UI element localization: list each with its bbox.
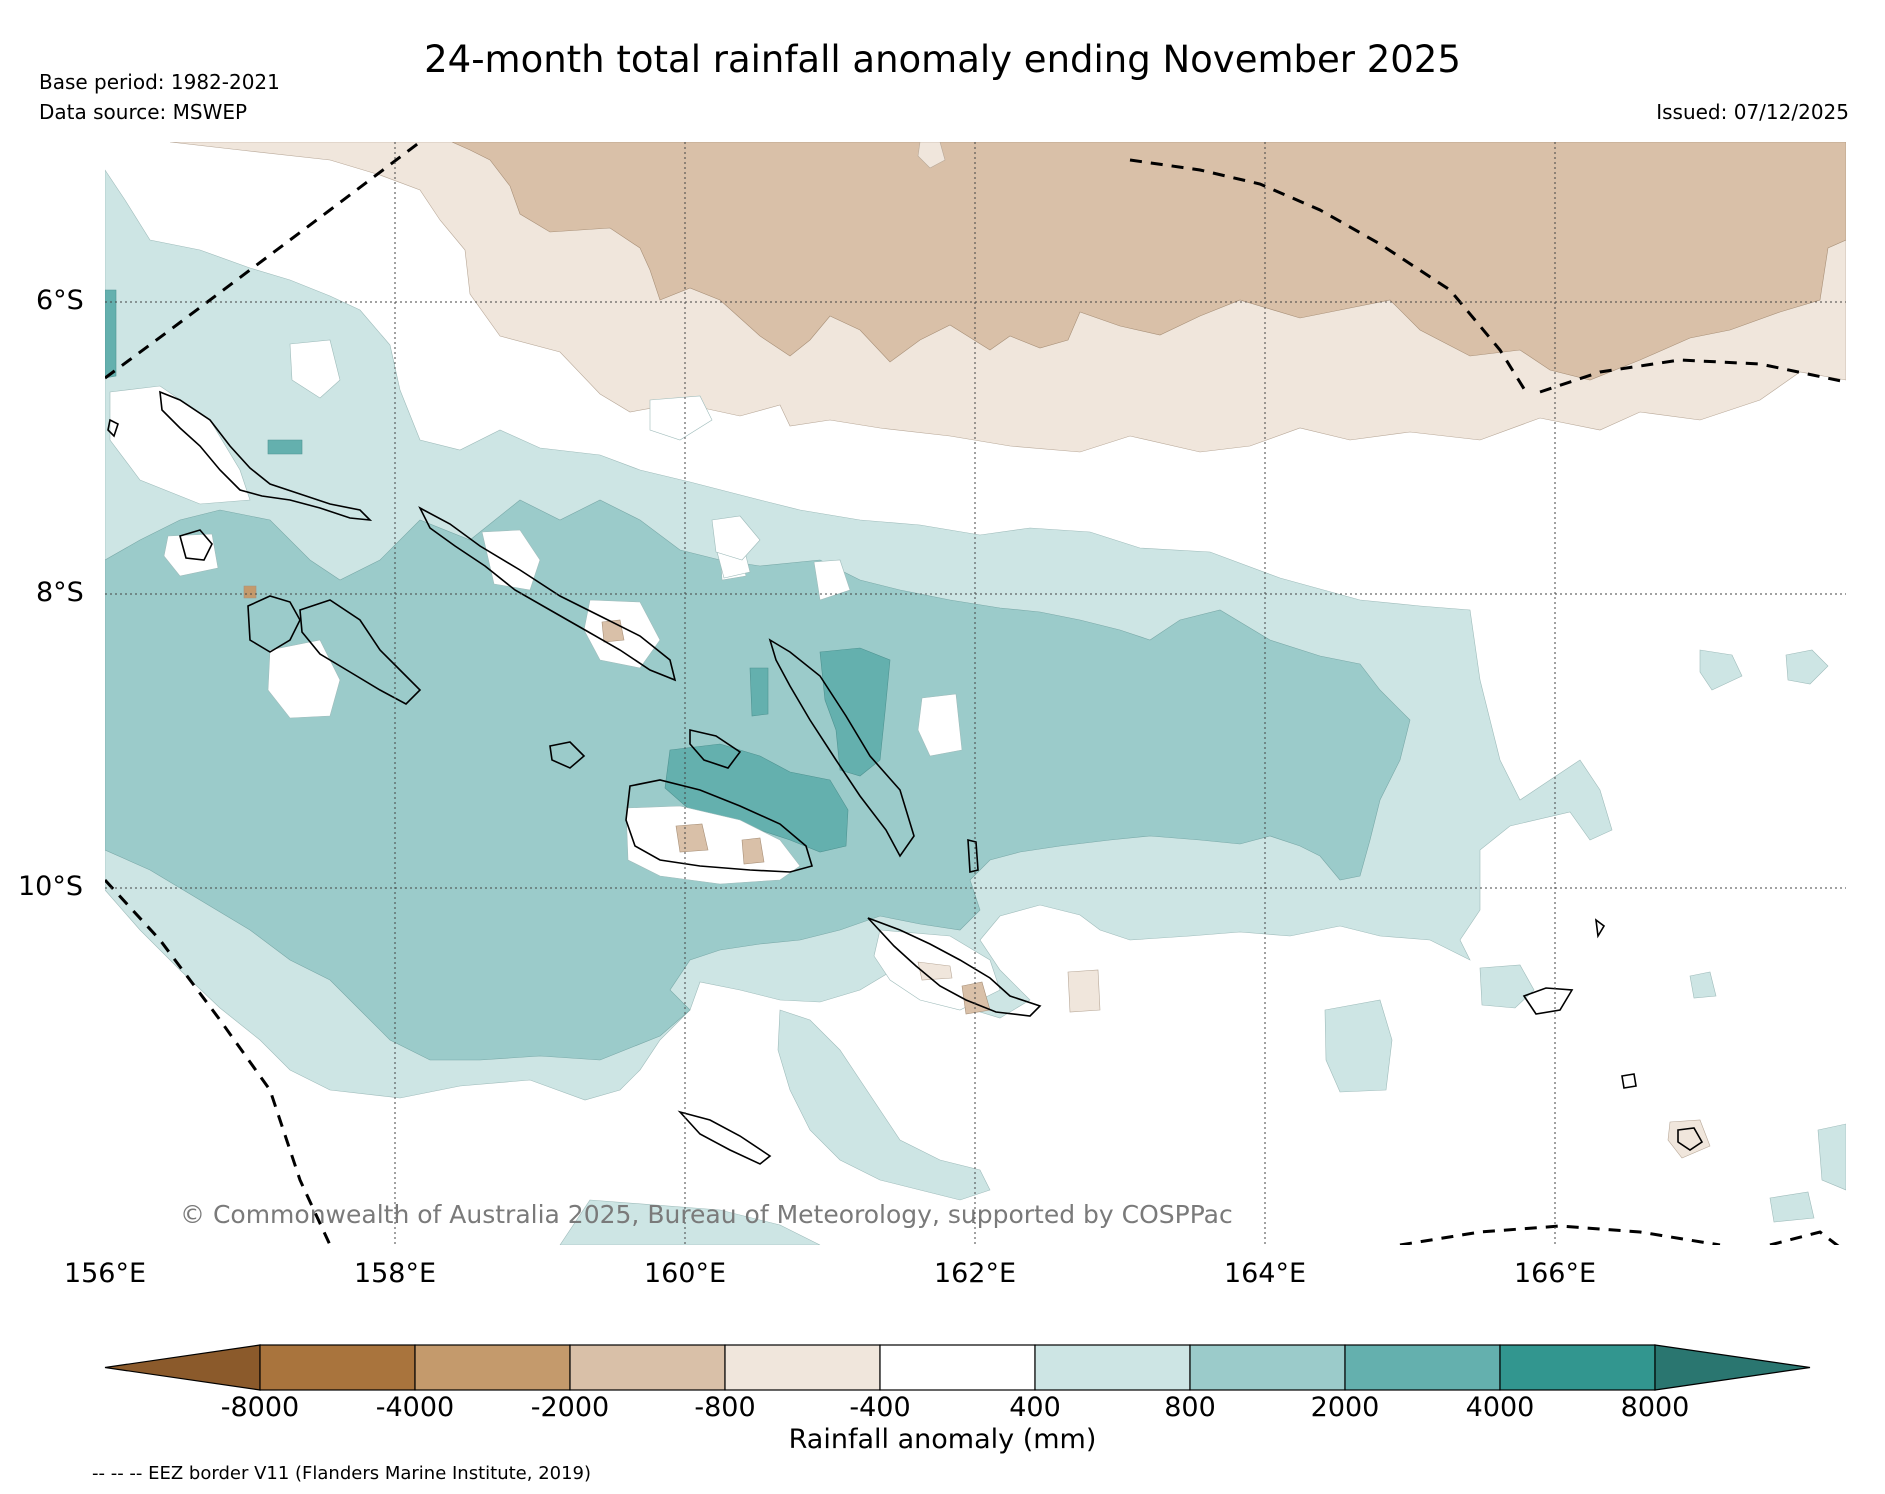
- eez-border-sw: [105, 878, 332, 1245]
- data-source: Data source: MSWEP: [39, 100, 248, 124]
- colorbar-tick-label: 400: [1009, 1392, 1061, 1423]
- wet-light-east-7: [1689, 971, 1717, 999]
- dry-speck-2: [741, 837, 765, 865]
- colorbar-segment: [724, 1344, 881, 1391]
- lat-label-10s: 10°S: [18, 871, 83, 902]
- wet-strong-1: [819, 647, 891, 777]
- lon-label-164e: 164°E: [1223, 1258, 1307, 1289]
- wet-light-east-5: [1817, 1123, 1846, 1191]
- island-santaisabel: [768, 638, 915, 858]
- island-shortland: [107, 418, 119, 438]
- island-florida: [689, 728, 742, 769]
- colorbar-tick-label: 2000: [1310, 1392, 1380, 1423]
- island-bougainville: [159, 390, 373, 522]
- colorbar-tick-label: -2000: [530, 1392, 610, 1423]
- wet-strong-4: [105, 289, 117, 379]
- colorbar-segment: [1034, 1344, 1191, 1391]
- wet-light-east-2: [1479, 964, 1535, 1009]
- colorbar-segment: [879, 1344, 1036, 1391]
- island-santacruz: [1522, 987, 1574, 1015]
- lon-label-160e: 160°E: [643, 1258, 727, 1289]
- page-title: 24-month total rainfall anomaly ending N…: [424, 38, 1461, 81]
- island-utupua: [1621, 1073, 1637, 1089]
- normal-patch-1: [109, 385, 251, 505]
- lon-label-158e: 158°E: [353, 1258, 437, 1289]
- base-period: Base period: 1982-2021: [39, 70, 280, 94]
- island-malaita: [867, 917, 1042, 1017]
- dry-speck-5: [243, 585, 257, 599]
- lat-label-6s: 6°S: [36, 285, 84, 316]
- colorbar: [104, 1344, 1811, 1391]
- dry-speck-1: [675, 823, 709, 853]
- wet-light-east-6: [1769, 1191, 1815, 1223]
- normal-patch-14: [813, 559, 851, 601]
- island-newgeorgia-2: [299, 599, 422, 705]
- eez-border-east: [1539, 358, 1846, 394]
- normal-patch-13: [711, 515, 761, 561]
- normal-patch-8: [917, 693, 963, 757]
- eez-borders: [105, 142, 1846, 1245]
- colorbar-segment: [1499, 1344, 1656, 1391]
- graticule: [105, 142, 1846, 1245]
- colorbar-segment: [259, 1344, 416, 1391]
- colorbar-segment: [1344, 1344, 1501, 1391]
- island-newgeorgia: [247, 595, 301, 653]
- lon-label-166e: 166°E: [1513, 1258, 1597, 1289]
- normal-patch-2: [289, 339, 341, 399]
- coastlines: [107, 390, 1704, 1165]
- wet-light-east-3: [1699, 649, 1743, 691]
- lon-label-162e: 162°E: [933, 1258, 1017, 1289]
- colorbar-extend-high: [1654, 1344, 1811, 1391]
- wet-light-south-2: [559, 1199, 821, 1245]
- issued-date: Issued: 07/12/2025: [1656, 100, 1849, 124]
- eez-legend-note: -- -- -- EEZ border V11 (Flanders Marine…: [92, 1463, 592, 1484]
- eez-border-se-2: [1769, 1230, 1840, 1245]
- colorbar-tick-label: -800: [694, 1392, 756, 1423]
- colorbar-tick-label: -4000: [375, 1392, 455, 1423]
- dry-speck-6: [1067, 969, 1101, 1013]
- normal-patch-7: [625, 805, 801, 885]
- normal-patch-11: [649, 395, 713, 441]
- eez-border-nw: [105, 142, 421, 380]
- island-duff: [1594, 918, 1606, 939]
- wet-strong-3: [749, 667, 769, 717]
- island-vellalavella: [179, 529, 213, 561]
- colorbar-extend-low: [104, 1344, 261, 1391]
- colorbar-tick-label: -400: [849, 1392, 911, 1423]
- copyright-credit: © Commonwealth of Australia 2025, Bureau…: [180, 1200, 1233, 1229]
- colorbar-segment: [569, 1344, 726, 1391]
- island-rennell: [677, 1110, 772, 1165]
- wet-light-east-4: [1785, 649, 1829, 685]
- colorbar-title: Rainfall anomaly (mm): [788, 1424, 1097, 1455]
- normal-patch-4: [267, 639, 341, 719]
- island-guadalcanal: [625, 779, 814, 873]
- island-vanikoro: [1677, 1127, 1704, 1151]
- dry-patch: [917, 142, 946, 169]
- colorbar-tick-label: 4000: [1465, 1392, 1535, 1423]
- island-ulawa: [967, 838, 979, 874]
- wet-light-east-1: [1324, 999, 1393, 1093]
- wet-strong-5: [267, 439, 303, 455]
- colorbar-tick-label: 8000: [1620, 1392, 1690, 1423]
- colorbar-tick-label: 800: [1164, 1392, 1216, 1423]
- wet-light-south: [777, 1009, 991, 1201]
- colorbar-segment: [414, 1344, 571, 1391]
- colorbar-segment: [1189, 1344, 1346, 1391]
- lat-label-8s: 8°S: [36, 577, 84, 608]
- lon-label-156e: 156°E: [63, 1258, 147, 1289]
- island-russell: [549, 741, 586, 769]
- island-choiseul: [418, 506, 677, 682]
- eez-border-ne: [1129, 158, 1528, 393]
- dry-band-medium: [451, 142, 1846, 381]
- colorbar-tick-label: -8000: [220, 1392, 300, 1423]
